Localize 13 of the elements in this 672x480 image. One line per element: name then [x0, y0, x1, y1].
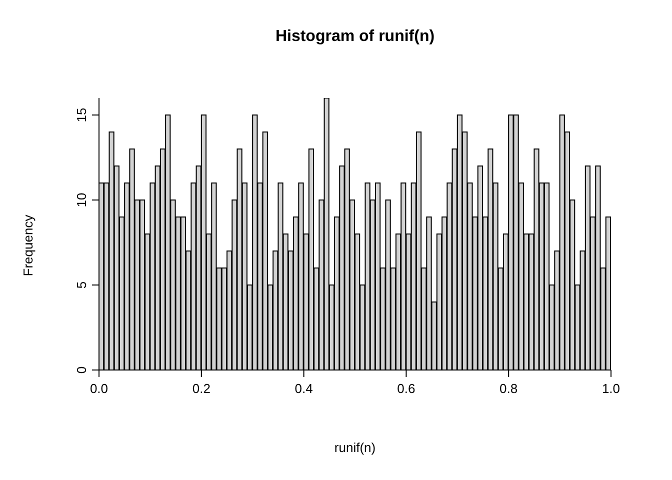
x-tick-label: 0.8: [500, 381, 518, 396]
x-tick-label: 0.0: [90, 381, 108, 396]
y-tick-label: 15: [74, 108, 89, 122]
x-tick-label: 0.2: [192, 381, 210, 396]
x-axis-title: runif(n): [333, 440, 377, 455]
chart-title: Histogram of runif(n): [274, 28, 436, 46]
y-axis-title: Frequency: [20, 214, 36, 278]
y-tick-label: 5: [74, 281, 89, 289]
x-tick-label: 1.0: [602, 381, 620, 396]
y-tick-label: 0: [74, 366, 89, 374]
x-tick-label: 0.4: [294, 381, 313, 396]
x-tick-label: 0.6: [397, 381, 416, 396]
y-tick-label: 10: [74, 192, 89, 208]
